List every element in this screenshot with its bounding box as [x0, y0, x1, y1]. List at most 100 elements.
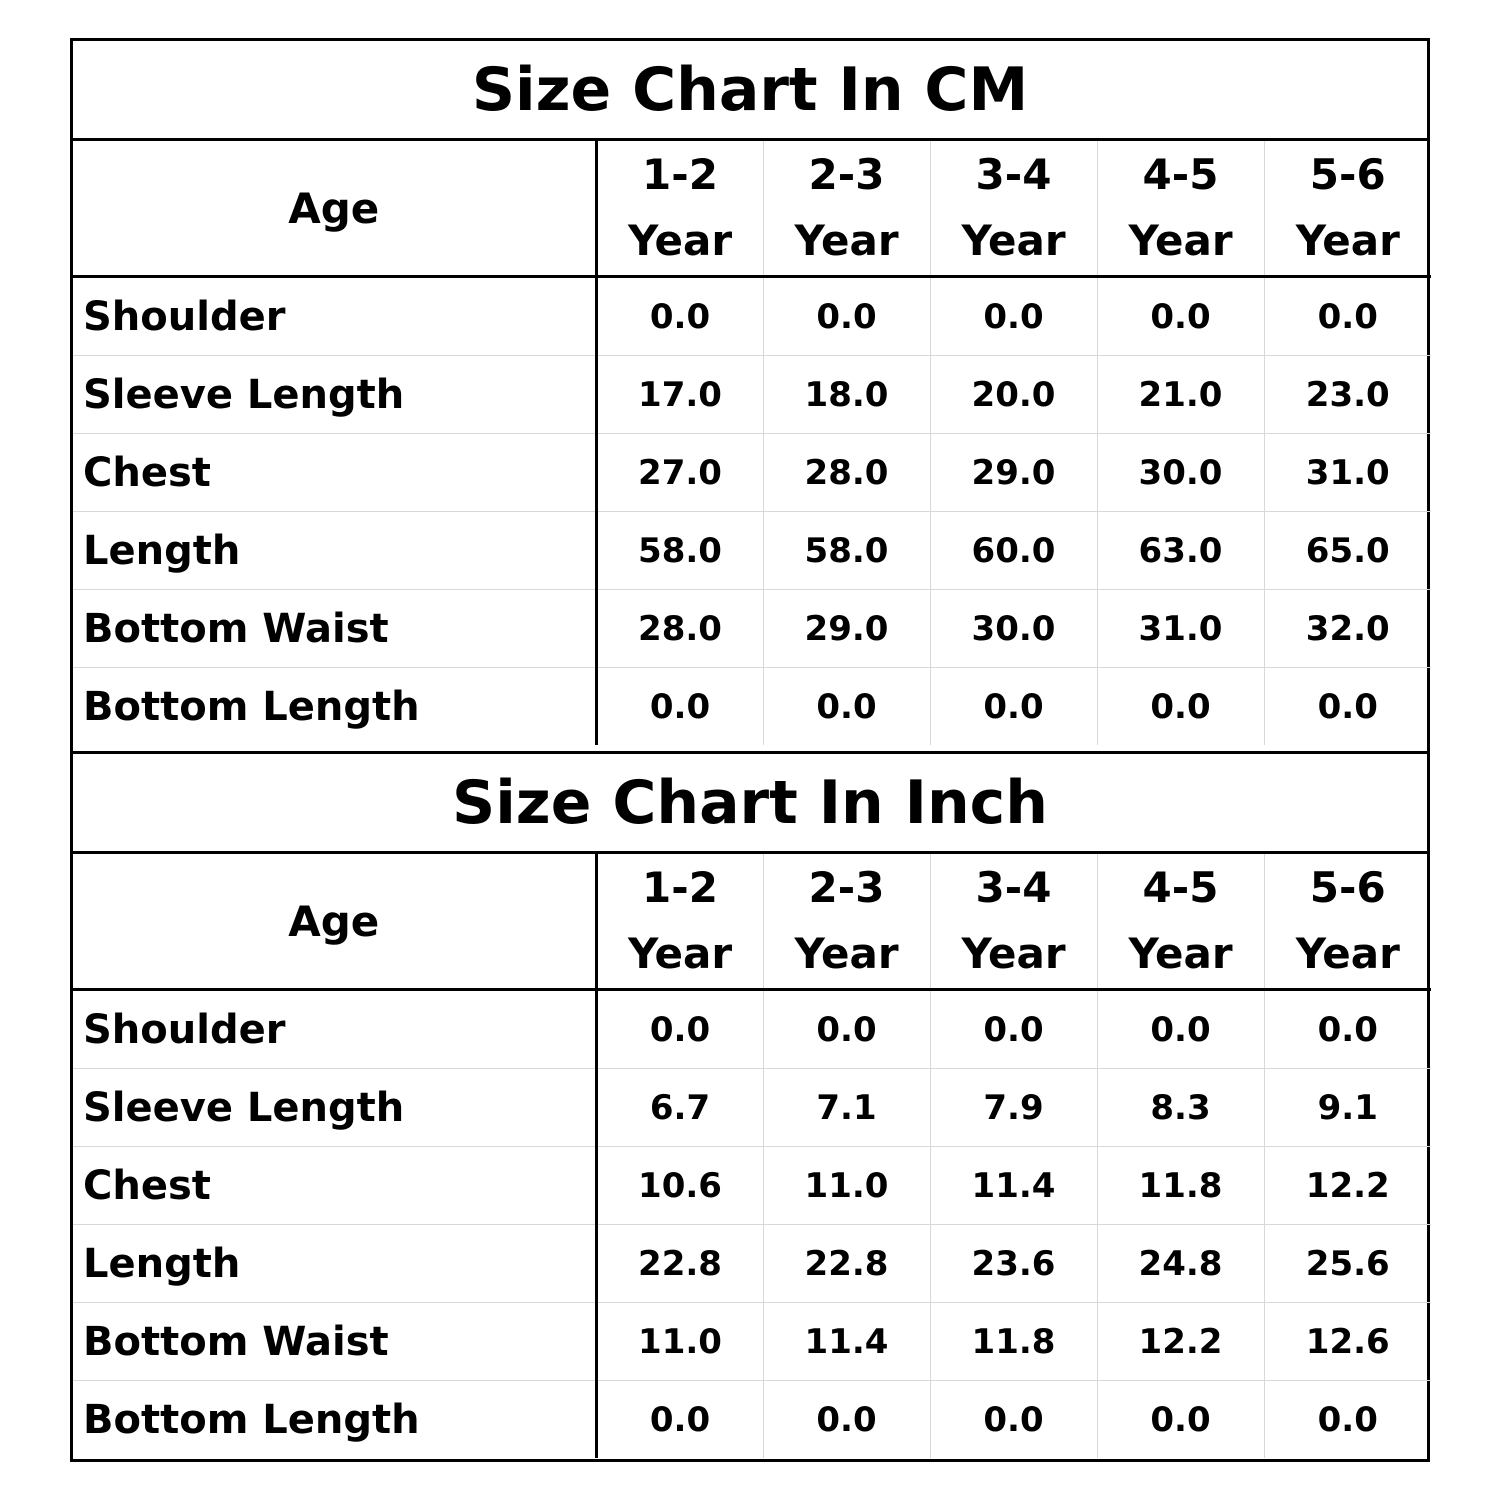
- measurement-value: 29.0: [762, 589, 930, 668]
- age-column-header: 2-3 Year: [762, 141, 930, 278]
- measurement-value: 0.0: [1263, 276, 1431, 356]
- measurement-value: 11.8: [1096, 1146, 1264, 1225]
- measurement-value: 23.6: [929, 1224, 1097, 1303]
- age-range: 5-6: [1309, 150, 1386, 199]
- age-header: Age: [73, 854, 598, 991]
- measurement-value: 11.4: [929, 1146, 1097, 1225]
- age-unit: Year: [1128, 216, 1233, 265]
- measurement-value: 0.0: [596, 276, 763, 356]
- age-column-header: 3-4 Year: [929, 854, 1097, 991]
- size-chart-cm-title: Size Chart In CM: [73, 41, 1427, 141]
- measurement-value: 9.1: [1263, 1068, 1431, 1147]
- measurement-label: Bottom Length: [73, 667, 598, 745]
- measurement-value: 0.0: [762, 667, 930, 745]
- measurement-value: 10.6: [596, 1146, 763, 1225]
- table-row: Chest 10.6 11.0 11.4 11.8 12.2: [73, 1146, 1431, 1225]
- measurement-value: 0.0: [649, 686, 711, 727]
- age-range: 3-4: [975, 150, 1052, 199]
- header-row: Age 1-2 Year 2-3 Year 3-4 Year 4-5 Year 5-6 Y…: [73, 141, 1431, 278]
- table-row: Bottom Waist 28.0 29.0 30.0 31.0 32.0: [73, 589, 1431, 668]
- table-row: Length 58.0 58.0 60.0 63.0 65.0: [73, 511, 1431, 590]
- age-range: 3-4: [975, 863, 1052, 912]
- measurement-value: 58.0: [596, 511, 763, 590]
- measurement-value: 0.0: [1096, 1380, 1264, 1458]
- measurement-value: 0.0: [929, 667, 1097, 745]
- measurement-value: 0.0: [1096, 989, 1264, 1069]
- measurement-value: 27.0: [596, 433, 763, 512]
- table-row: Sleeve Length 6.7 7.1 7.9 8.3 9.1: [73, 1068, 1431, 1147]
- measurement-value: 23.0: [1263, 355, 1431, 434]
- age-unit: Year: [1295, 929, 1400, 978]
- measurement-value: 12.2: [1263, 1146, 1431, 1225]
- size-chart-cm-section: Size Chart In CM Age 1-2 Year 2-3 Year 3-4…: [73, 41, 1431, 745]
- age-column-header: 5-6 Year: [1263, 141, 1431, 278]
- age-unit: Year: [1295, 216, 1400, 265]
- size-chart-inch-table: Age 1-2 Year 2-3 Year 3-4 Year 4-5 Year 5-6 Y…: [73, 854, 1431, 1458]
- measurement-value: 0.0: [1263, 1380, 1431, 1458]
- measurement-value: 0.0: [1263, 989, 1431, 1069]
- age-column-header: 1-2 Year: [595, 141, 763, 278]
- measurement-value: 0.0: [1096, 667, 1264, 745]
- measurement-value: 0.0: [929, 276, 1097, 356]
- measurement-value: 11.0: [762, 1146, 930, 1225]
- measurement-value: 7.9: [929, 1068, 1097, 1147]
- table-row: Bottom Waist 11.0 11.4 11.8 12.2 12.6: [73, 1302, 1431, 1381]
- measurement-value: 0.0: [596, 989, 763, 1069]
- age-column-header: 4-5 Year: [1096, 854, 1264, 991]
- measurement-label: Chest: [73, 433, 598, 512]
- measurement-value: 6.7: [596, 1068, 763, 1147]
- size-chart-inch-title: Size Chart In Inch: [73, 754, 1427, 854]
- measurement-value: 25.6: [1263, 1224, 1431, 1303]
- age-range: 2-3: [808, 863, 885, 912]
- age-range: 5-6: [1309, 863, 1386, 912]
- age-range: 1-2: [642, 863, 718, 912]
- age-column-header: 3-4 Year: [929, 141, 1097, 278]
- age-column-header: 4-5 Year: [1096, 141, 1264, 278]
- table-row: Chest 27.0 28.0 29.0 30.0 31.0: [73, 433, 1431, 512]
- measurement-value: 65.0: [1263, 511, 1431, 590]
- measurement-value: 11.4: [762, 1302, 930, 1381]
- measurement-value: 20.0: [929, 355, 1097, 434]
- measurement-value: 11.8: [929, 1302, 1097, 1381]
- measurement-value: 0.0: [1096, 276, 1264, 356]
- age-unit: Year: [1128, 929, 1233, 978]
- measurement-value: 22.8: [596, 1224, 763, 1303]
- measurement-value: 21.0: [1096, 355, 1264, 434]
- size-chart-inch-section: Size Chart In Inch Age 1-2 Year 2-3 Year 3…: [73, 751, 1431, 1458]
- measurement-value: 12.6: [1263, 1302, 1431, 1381]
- measurement-value: 60.0: [929, 511, 1097, 590]
- measurement-label: Sleeve Length: [73, 1068, 598, 1147]
- age-range: 4-5: [1142, 863, 1219, 912]
- table-row: Bottom Length 0.0 0.0 0.0 0.0 0.0: [73, 1380, 1431, 1458]
- measurement-value: 30.0: [1096, 433, 1264, 512]
- age-column-header: 5-6 Year: [1263, 854, 1431, 991]
- measurement-value: 7.1: [762, 1068, 930, 1147]
- measurement-value: 11.0: [596, 1302, 763, 1381]
- table-row: Shoulder 0.0 0.0 0.0 0.0 0.0: [73, 276, 1431, 356]
- measurement-value: 28.0: [596, 589, 763, 668]
- measurement-value: 31.0: [1096, 589, 1264, 668]
- measurement-value: 58.0: [762, 511, 930, 590]
- age-unit: Year: [961, 929, 1066, 978]
- table-row: Sleeve Length 17.0 18.0 20.0 21.0 23.0: [73, 355, 1431, 434]
- age-unit: Year: [794, 929, 899, 978]
- measurement-value: 29.0: [929, 433, 1097, 512]
- age-unit: Year: [627, 216, 733, 265]
- measurement-label: Bottom Length: [73, 1380, 598, 1458]
- age-unit: Year: [627, 929, 733, 978]
- table-row: Length 22.8 22.8 23.6 24.8 25.6: [73, 1224, 1431, 1303]
- measurement-value: 0.0: [762, 989, 930, 1069]
- measurement-value: 0.0: [762, 276, 930, 356]
- measurement-label: Sleeve Length: [73, 355, 598, 434]
- measurement-value: 31.0: [1263, 433, 1431, 512]
- measurement-value: 30.0: [929, 589, 1097, 668]
- measurement-label: Bottom Waist: [73, 1302, 598, 1381]
- header-row: Age 1-2 Year 2-3 Year 3-4 Year 4-5 Year 5-6 Y…: [73, 854, 1431, 991]
- measurement-value: 8.3: [1096, 1068, 1264, 1147]
- age-range: 4-5: [1142, 150, 1219, 199]
- measurement-value: 0.0: [929, 989, 1097, 1069]
- measurement-label: Length: [73, 511, 598, 590]
- age-range: 1-2: [642, 150, 718, 199]
- age-unit: Year: [961, 216, 1066, 265]
- measurement-value: 12.2: [1096, 1302, 1264, 1381]
